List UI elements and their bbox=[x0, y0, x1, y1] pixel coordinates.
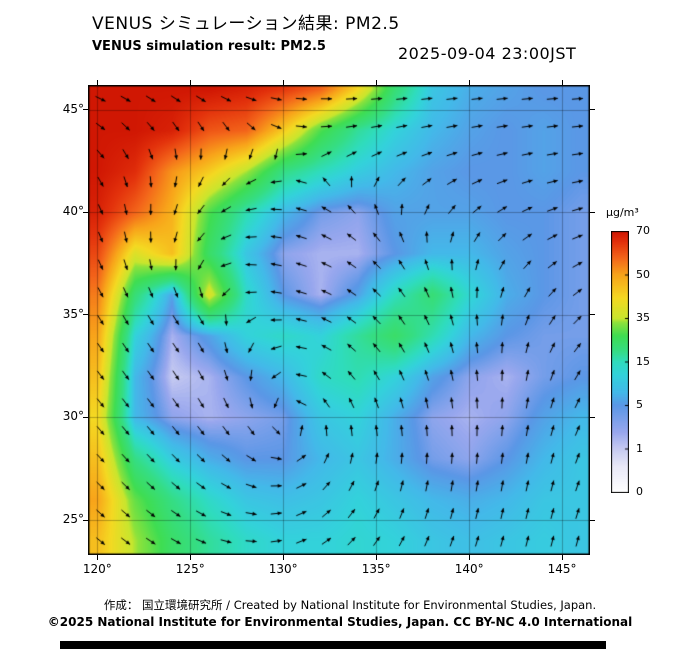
colorbar-tick-label: 70 bbox=[636, 224, 650, 237]
colorbar-tick-label: 0 bbox=[636, 485, 643, 498]
axis-tick-mark bbox=[590, 519, 595, 521]
timestamp: 2025-09-04 23:00JST bbox=[398, 44, 577, 63]
y-tick-label: 40° bbox=[62, 204, 84, 219]
axis-tick-mark bbox=[468, 80, 470, 85]
x-tick-label: 140° bbox=[454, 562, 484, 576]
colorbar-tick-label: 35 bbox=[636, 311, 650, 324]
y-tick-label: 35° bbox=[62, 306, 84, 321]
axis-tick-mark bbox=[83, 519, 88, 521]
axis-tick-mark bbox=[83, 211, 88, 213]
axis-tick-mark bbox=[96, 555, 98, 560]
y-tick-label: 30° bbox=[62, 409, 84, 424]
axis-tick-mark bbox=[282, 555, 284, 560]
axis-tick-mark bbox=[561, 80, 563, 85]
colorbar bbox=[611, 231, 629, 493]
x-tick-label: 130° bbox=[268, 562, 298, 576]
axis-tick-mark bbox=[96, 80, 98, 85]
x-tick-label: 120° bbox=[82, 562, 112, 576]
colorbar-tick-label: 15 bbox=[636, 354, 650, 368]
x-tick-label: 145° bbox=[547, 562, 577, 576]
y-tick-label: 25° bbox=[62, 512, 84, 527]
colorbar-tick-label: 1 bbox=[636, 441, 643, 455]
axis-tick-mark bbox=[590, 211, 595, 213]
bottom-bar bbox=[60, 641, 606, 649]
axis-tick-mark bbox=[83, 314, 88, 316]
axis-tick-mark bbox=[375, 555, 377, 560]
axis-tick-mark bbox=[590, 314, 595, 316]
axis-tick-mark bbox=[189, 555, 191, 560]
y-tick-label: 45° bbox=[62, 101, 84, 116]
map-canvas bbox=[88, 85, 590, 555]
axis-tick-mark bbox=[590, 416, 595, 418]
axis-tick-mark bbox=[282, 80, 284, 85]
colorbar-tick-label: 5 bbox=[636, 398, 643, 411]
x-tick-label: 135° bbox=[361, 562, 391, 576]
colorbar-unit-label: µg/m³ bbox=[606, 206, 639, 219]
axis-tick-mark bbox=[83, 416, 88, 418]
axis-tick-mark bbox=[468, 555, 470, 560]
credit-line: 作成： 国立環境研究所 / Created by National Instit… bbox=[103, 598, 597, 612]
x-tick-label: 125° bbox=[175, 562, 205, 576]
axis-tick-mark bbox=[375, 80, 377, 85]
axis-tick-mark bbox=[83, 109, 88, 111]
axis-tick-mark bbox=[561, 555, 563, 560]
colorbar-tick-label: 50 bbox=[636, 267, 650, 281]
figure-subtitle-en: VENUS simulation result: PM2.5 bbox=[92, 39, 326, 54]
license-line: ©2025 National Institute for Environment… bbox=[47, 615, 633, 629]
axis-tick-mark bbox=[189, 80, 191, 85]
axis-tick-mark bbox=[590, 109, 595, 111]
figure-title-ja: VENUS シミュレーション結果: PM2.5 bbox=[92, 14, 400, 34]
